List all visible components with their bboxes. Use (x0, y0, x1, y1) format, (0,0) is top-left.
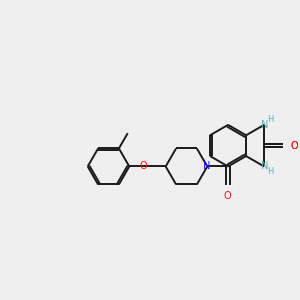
Text: H: H (267, 115, 274, 124)
Text: H: H (267, 167, 274, 176)
Text: N: N (261, 120, 268, 130)
Text: N: N (203, 161, 210, 171)
Text: O: O (139, 161, 147, 171)
Text: O: O (290, 141, 298, 151)
Text: N: N (261, 161, 268, 172)
Text: O: O (224, 191, 231, 201)
Text: O: O (290, 141, 298, 151)
